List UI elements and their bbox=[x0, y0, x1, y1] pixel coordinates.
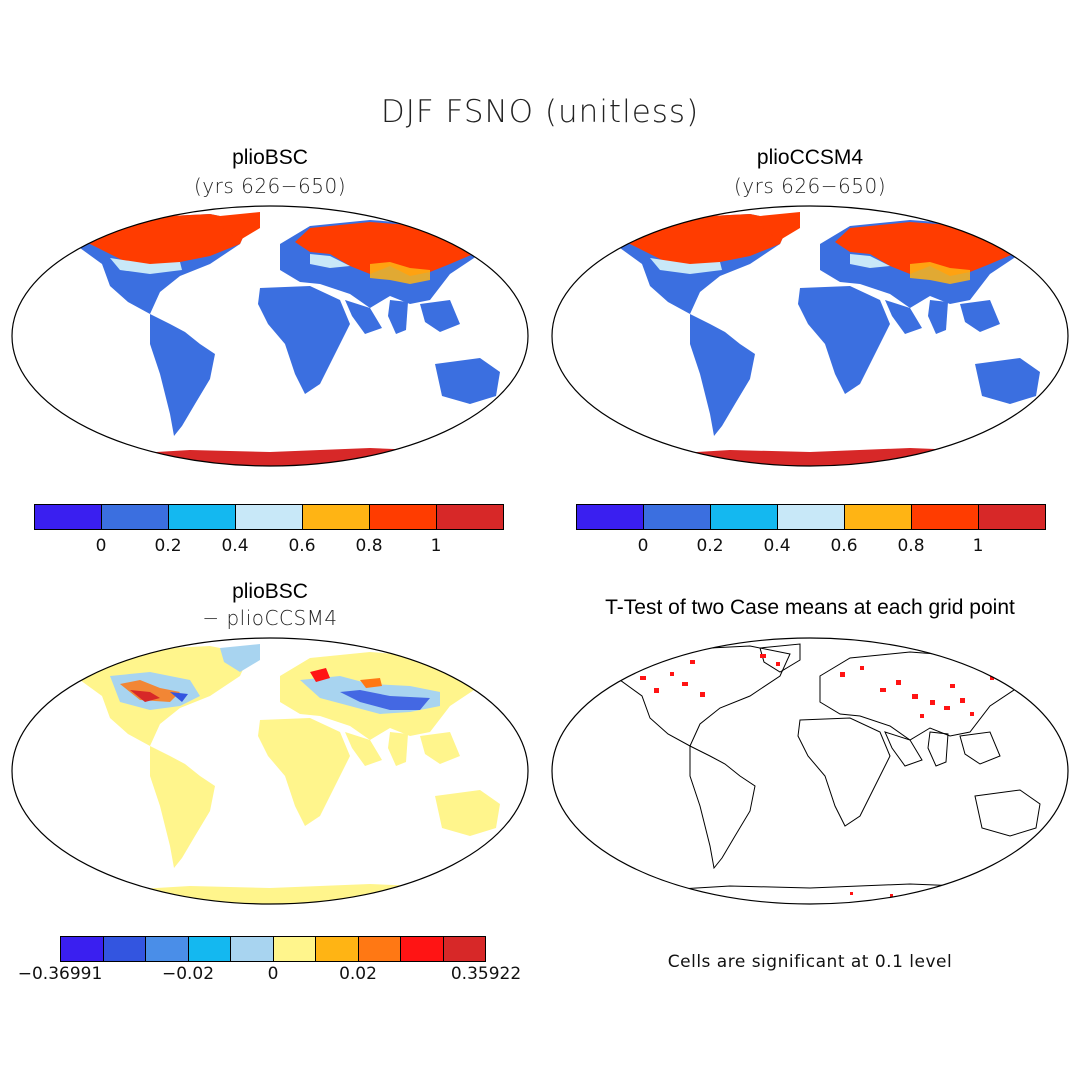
colorbar-swatch bbox=[358, 937, 401, 961]
colorbar-tick: 0 bbox=[95, 536, 107, 556]
colorbar-top-left bbox=[34, 504, 504, 530]
panel-subtitle-top-right: (yrs 626−650) bbox=[733, 174, 887, 198]
panel-subtitle-bottom-left: − plioCCSM4 bbox=[202, 606, 338, 630]
colorbar-swatch bbox=[979, 505, 1045, 529]
colorbar-swatch bbox=[103, 937, 146, 961]
significance-note: Cells are significant at 0.1 level bbox=[667, 952, 953, 972]
colorbar-difference bbox=[60, 936, 486, 962]
colorbar-swatch bbox=[778, 505, 845, 529]
colorbar-tick: 0.4 bbox=[763, 536, 791, 556]
map-bottom-left bbox=[11, 637, 529, 905]
colorbar-tick: −0.36991 bbox=[17, 964, 103, 984]
colorbar-swatch bbox=[303, 505, 370, 529]
colorbar-tick: 0.6 bbox=[288, 536, 316, 556]
colorbar-tick: 0.2 bbox=[696, 536, 724, 556]
panel-title-bottom-left: plioBSC bbox=[232, 580, 308, 603]
colorbar-swatch bbox=[273, 937, 316, 961]
colorbar-swatch bbox=[61, 937, 104, 961]
panel-title-top-right: plioCCSM4 bbox=[756, 146, 864, 169]
colorbar-swatch bbox=[644, 505, 711, 529]
figure-title: DJF FSNO (unitless) bbox=[380, 94, 700, 130]
colorbar-swatch bbox=[370, 505, 437, 529]
colorbar-tick: 0.8 bbox=[897, 536, 925, 556]
colorbar-swatch bbox=[912, 505, 979, 529]
colorbar-tick: 0.35922 bbox=[450, 964, 522, 984]
colorbar-tick: 0.02 bbox=[339, 964, 377, 984]
colorbar-tick: 1 bbox=[972, 536, 984, 556]
colorbar-swatch bbox=[146, 937, 189, 961]
panel-title-top-left: plioBSC bbox=[232, 146, 308, 169]
colorbar-swatch bbox=[35, 505, 102, 529]
colorbar-swatch bbox=[102, 505, 169, 529]
colorbar-tick: 1 bbox=[430, 536, 442, 556]
map-top-right bbox=[551, 205, 1069, 467]
colorbar-tick: 0.2 bbox=[154, 536, 182, 556]
colorbar-tick: 0.4 bbox=[221, 536, 249, 556]
colorbar-swatch bbox=[188, 937, 231, 961]
colorbar-swatch bbox=[577, 505, 644, 529]
colorbar-top-right bbox=[576, 504, 1046, 530]
map-bottom-right bbox=[551, 637, 1069, 905]
colorbar-tick: −0.02 bbox=[161, 964, 215, 984]
colorbar-swatch bbox=[316, 937, 359, 961]
colorbar-swatch bbox=[231, 937, 274, 961]
colorbar-swatch bbox=[711, 505, 778, 529]
colorbar-tick: 0.6 bbox=[830, 536, 858, 556]
colorbar-swatch bbox=[845, 505, 912, 529]
colorbar-swatch bbox=[401, 937, 444, 961]
colorbar-tick: 0 bbox=[267, 964, 279, 984]
colorbar-swatch bbox=[443, 937, 485, 961]
panel-title-bottom-right: T-Test of two Case means at each grid po… bbox=[605, 596, 1015, 619]
colorbar-swatch bbox=[236, 505, 303, 529]
colorbar-swatch bbox=[437, 505, 503, 529]
colorbar-swatch bbox=[169, 505, 236, 529]
colorbar-tick: 0 bbox=[637, 536, 649, 556]
panel-subtitle-top-left: (yrs 626−650) bbox=[193, 174, 347, 198]
map-top-left bbox=[11, 205, 529, 467]
colorbar-tick: 0.8 bbox=[355, 536, 383, 556]
